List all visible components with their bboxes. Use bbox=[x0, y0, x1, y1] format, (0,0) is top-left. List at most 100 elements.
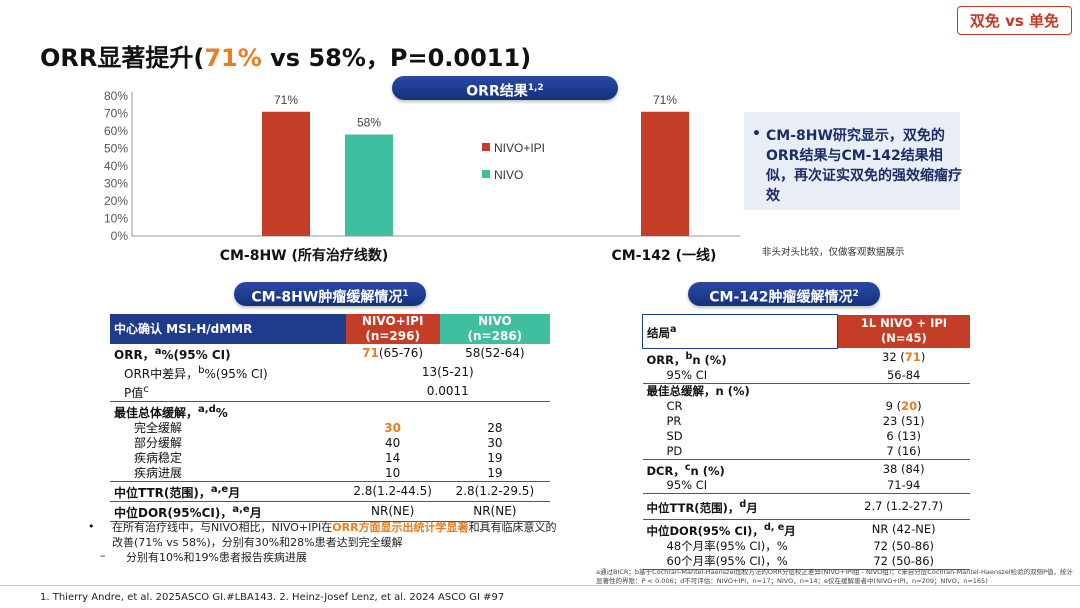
orr-bar-chart: 80% 70% 60% 50% 40% 30% 20% 10% 0% 71% 58% CM-8HW (… bbox=[104, 89, 740, 264]
t1-dor-v1: NR(NE) bbox=[345, 501, 440, 522]
cm8hw-table: 中心确认 MSI-H/dMMR NIVO+IPI (n=296) NIVO (n… bbox=[110, 314, 550, 522]
note-bullet: • bbox=[752, 126, 761, 142]
abbreviation-footnote: a通过BICR；b基于Cochran-Mantel-Haenszel加权方法的O… bbox=[596, 568, 1074, 585]
t2-m48-label: 48个月率(95% CI)，% bbox=[666, 539, 788, 554]
t2-best-label: 最佳总缓解，n (%) bbox=[642, 382, 970, 399]
table-row: 疾病稳定 14 19 bbox=[110, 451, 550, 466]
t1-orr-v1: 71(65-76) bbox=[346, 344, 440, 363]
table-row: 95% CI 71-94 bbox=[643, 478, 971, 494]
note-text: CM-8HW研究显示，双免的ORR结果与CM-142结果相似，再次证实双免的强效… bbox=[766, 128, 962, 204]
t2-dcr-v: 38 (84) bbox=[837, 458, 970, 479]
t1-ttr-rest: 月 bbox=[228, 486, 241, 500]
t2-dcr-sup: c bbox=[684, 461, 691, 473]
t1-header-col2-n: (n=286) bbox=[467, 329, 523, 343]
chart-pill-label: ORR结果 bbox=[466, 83, 528, 100]
t2-m60-label: 60个月率(95% CI)，% bbox=[666, 554, 788, 569]
t1-orr-label: ORR，a%(95% CI) bbox=[110, 344, 346, 363]
table-row: 完全缓解 30 28 bbox=[110, 421, 550, 436]
t2-header-col1-name: 1L NIVO + IPI bbox=[860, 316, 948, 331]
t2-best-l0: CR bbox=[666, 398, 683, 413]
t2-orr-v: 32 (71) bbox=[837, 348, 970, 367]
bar-value-label: 71% bbox=[653, 93, 677, 107]
table-row: 60个月率(95% CI)，% 72 (50-86) bbox=[642, 554, 970, 570]
t2-dor-rest: 月 bbox=[784, 524, 796, 539]
t1-orr-sup: a bbox=[154, 346, 162, 357]
table-header-row: 结局a 1L NIVO + IPI (N=45) bbox=[642, 314, 970, 349]
table-row: 部分缓解 40 30 bbox=[110, 436, 550, 451]
t1-cr-v2: 28 bbox=[487, 421, 503, 435]
table-row: SD 6 (13) bbox=[643, 429, 971, 444]
t1-dor-label: 中位DOR(95%CI)，a,e月 bbox=[110, 501, 346, 522]
t2-best-v0-hl: 20 bbox=[901, 398, 918, 413]
t1-pd-v2: 19 bbox=[487, 466, 503, 480]
y-tick-label: 60% bbox=[104, 124, 128, 138]
bar-value-label: 71% bbox=[274, 93, 298, 107]
t1-dor-sup: a,e bbox=[232, 504, 250, 515]
tag-label: 双免 vs 单免 bbox=[956, 6, 1072, 35]
table-row: P值c 0.0011 bbox=[110, 382, 550, 402]
t2-best-v0: 9 (20) bbox=[837, 399, 970, 414]
t1-diff-sup: b bbox=[198, 365, 205, 376]
t1-header-col0: 中心确认 MSI-H/dMMR bbox=[110, 314, 346, 344]
t1-orr-rest: %(95% CI) bbox=[161, 348, 231, 362]
t2-ttr-label-text: 中位TTR(范围)， bbox=[646, 501, 740, 516]
cm142-table: 结局a 1L NIVO + IPI (N=45) ORR，bn (%) 32 (… bbox=[642, 314, 970, 570]
t2-m48-v: 72 (50-86) bbox=[873, 539, 934, 554]
table-row: ORR中差异，b%(95% CI) 13(5-21) bbox=[110, 363, 550, 382]
pill-right-label: CM-142肿瘤缓解情况 bbox=[709, 289, 853, 306]
t1-ttr-label-text: 中位TTR(范围)， bbox=[114, 486, 211, 500]
t2-ttr-sup: d bbox=[739, 499, 747, 511]
y-tick-label: 80% bbox=[104, 89, 128, 103]
table-row: 中位TTR(范围)，d月 2.7 (1.2-27.7) bbox=[642, 493, 970, 520]
t2-orr-rest: n (%) bbox=[692, 352, 727, 367]
pill-right: CM-142肿瘤缓解情况2 bbox=[688, 282, 880, 306]
t2-best-l1: PR bbox=[666, 413, 682, 428]
t1-best-label: 最佳总体缓解，a,d% bbox=[110, 401, 550, 421]
t2-best-v0-pre: 9 ( bbox=[885, 398, 902, 413]
references: 1. Thierry Andre, et al. 2025ASCO GI.#LB… bbox=[40, 592, 505, 603]
table-row: 中位DOR(95% CI)，d, e月 NR (42-NE) bbox=[642, 519, 970, 540]
t1-diff-label-text: ORR中差异， bbox=[124, 367, 199, 381]
t2-dcr-rest: n (%) bbox=[690, 463, 725, 478]
t2-ttr-label: 中位TTR(范围)，d月 bbox=[642, 493, 838, 520]
foot-bullet-symbol: • bbox=[88, 520, 95, 533]
pill-right-sup: 2 bbox=[852, 289, 859, 299]
pill-left-label: CM-8HW肿瘤缓解情况 bbox=[251, 289, 403, 306]
table-row: DCR，cn (%) 38 (84) bbox=[642, 458, 970, 479]
foot-sub: 分别有10%和19%患者报告疾病进展 bbox=[126, 551, 307, 564]
t1-p-sup: c bbox=[143, 384, 149, 395]
t2-orr-sup: b bbox=[685, 350, 693, 362]
x-category-label: CM-142 (一线) bbox=[612, 247, 717, 264]
bar bbox=[262, 111, 310, 236]
t2-best-v3: 7 (16) bbox=[886, 443, 921, 458]
t1-p-label: P值c bbox=[110, 382, 346, 402]
t2-best-v1: 23 (51) bbox=[882, 413, 925, 428]
title-part2: vs 58%，P=0.0011) bbox=[261, 44, 532, 72]
chart-pill-sup: 1,2 bbox=[527, 83, 544, 93]
table-row: ORR，bn (%) 32 (71) bbox=[643, 348, 971, 367]
bar-value-label: 58% bbox=[357, 116, 381, 130]
t1-orr-v1-hl: 71 bbox=[362, 346, 379, 360]
t1-diff-v: 13(5-21) bbox=[421, 365, 474, 379]
t2-header-sup: a bbox=[670, 324, 677, 335]
t2-best-v0-post: ) bbox=[917, 398, 922, 413]
t1-best-rest: % bbox=[215, 406, 228, 420]
y-tick-label: 40% bbox=[104, 159, 128, 173]
y-tick-label: 30% bbox=[104, 177, 128, 191]
bar bbox=[641, 111, 689, 236]
t2-orr-label: ORR，bn (%) bbox=[643, 348, 838, 367]
y-tick-label: 70% bbox=[104, 107, 128, 121]
t2-dor-label-text: 中位DOR(95% CI)， bbox=[646, 524, 764, 539]
y-tick-label: 50% bbox=[104, 142, 128, 156]
t1-ttr-label: 中位TTR(范围)，a,e月 bbox=[110, 481, 346, 502]
t1-pr-label: 部分缓解 bbox=[134, 436, 183, 450]
y-tick-label: 0% bbox=[111, 229, 129, 243]
t2-orr-ci-label: 95% CI bbox=[666, 367, 708, 382]
t2-dcr-label-text: DCR， bbox=[646, 463, 685, 478]
t2-header-col1: 1L NIVO + IPI (N=45) bbox=[837, 314, 970, 349]
t2-dor-label: 中位DOR(95% CI)，d, e月 bbox=[642, 519, 838, 540]
t1-diff-label: ORR中差异，b%(95% CI) bbox=[110, 363, 346, 382]
t2-header-col1-n: (N=45) bbox=[881, 331, 927, 346]
t2-dcr-ci: 71-94 bbox=[886, 478, 921, 493]
foot-bullet-text: 在所有治疗线中，与NIVO相比，NIVO+IPI在ORR方面显示出统计学显著和具… bbox=[112, 520, 562, 550]
